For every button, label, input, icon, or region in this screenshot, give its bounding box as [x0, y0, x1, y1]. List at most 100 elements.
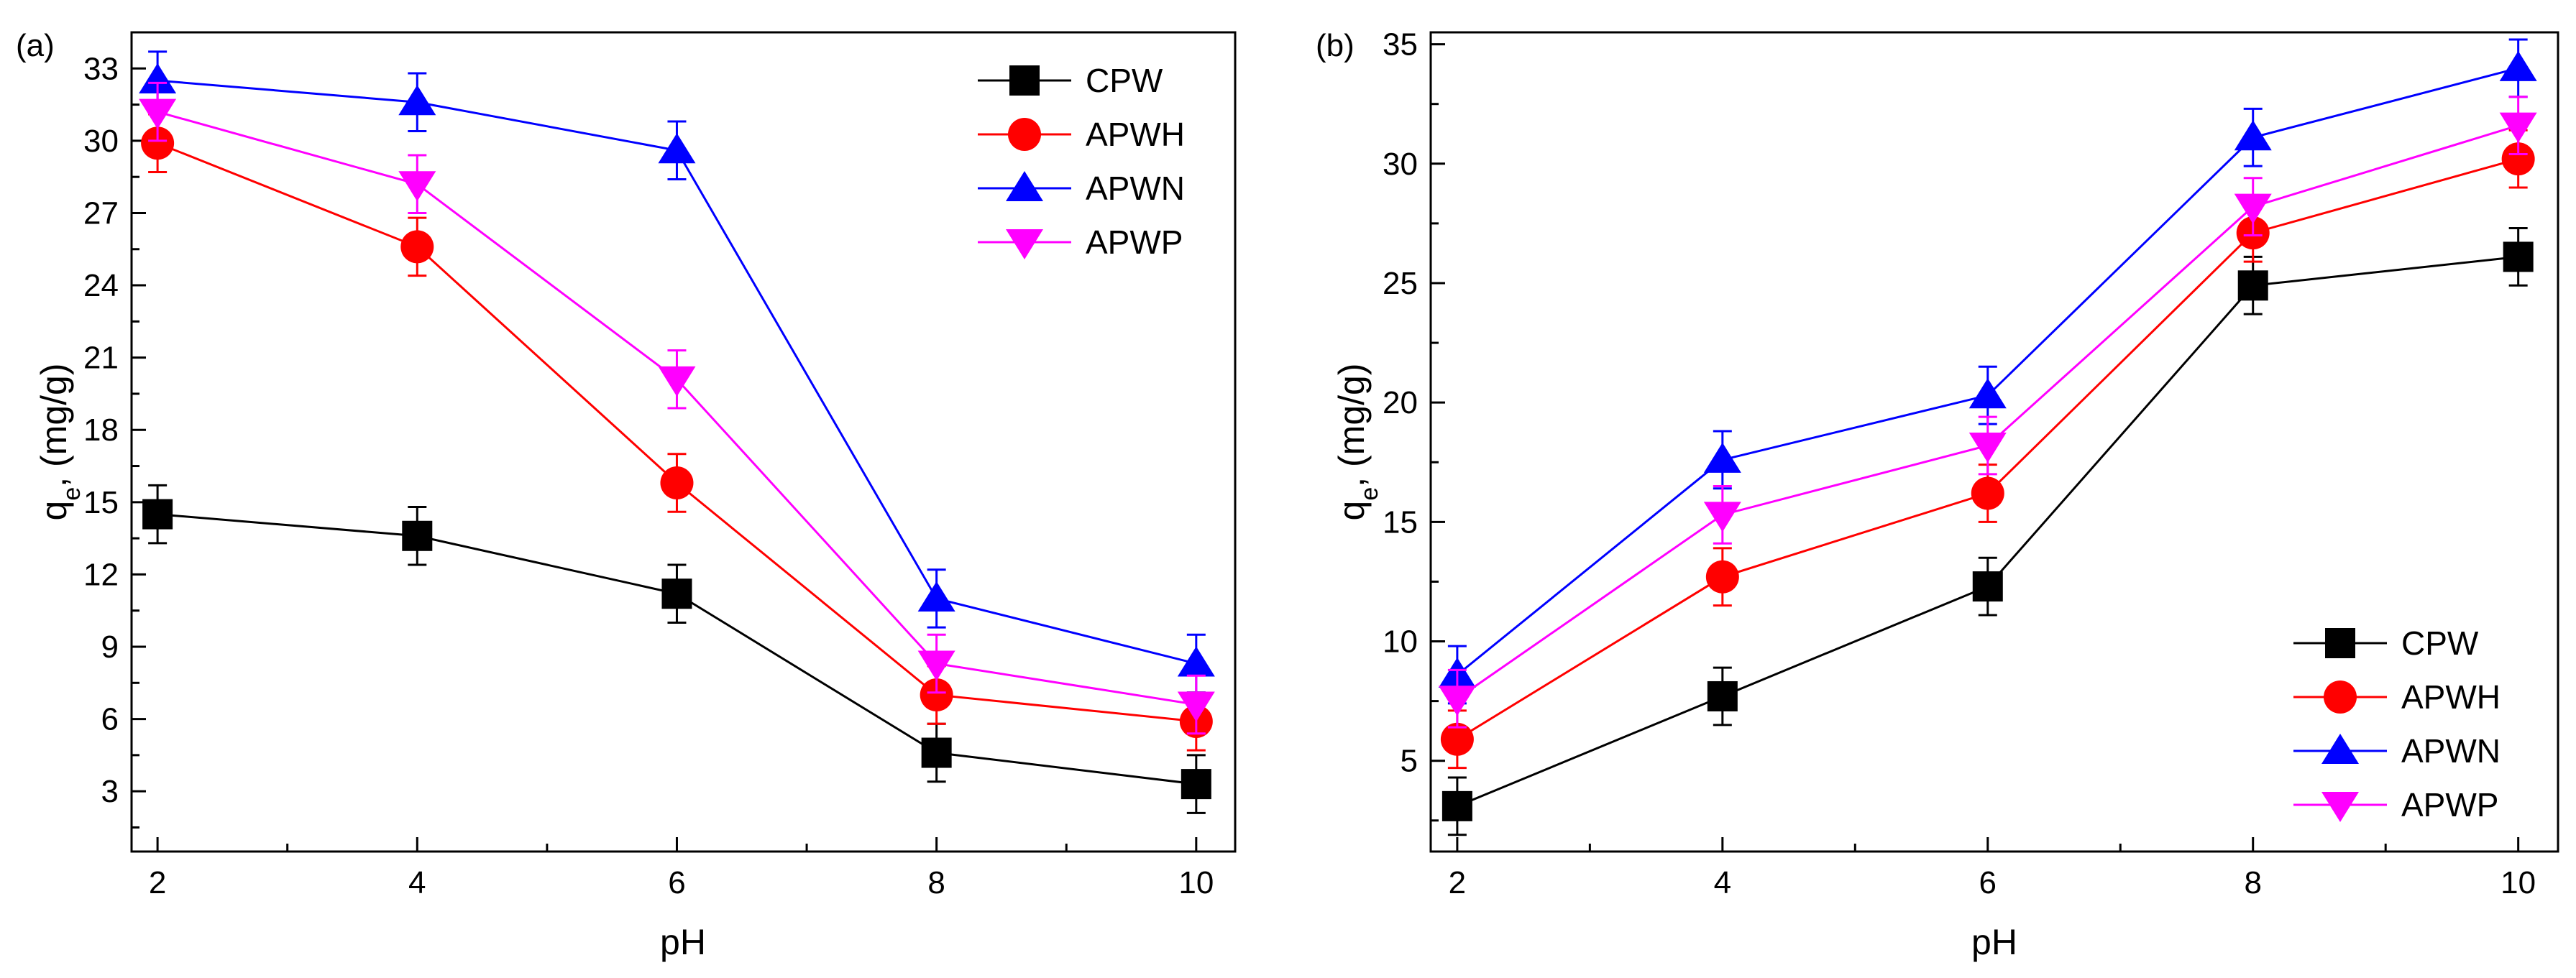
data-point-apwp [1438, 686, 1476, 716]
data-point-cpw [661, 578, 692, 609]
panel-a-label: (a) [16, 28, 55, 63]
panel-a-y-axis-title: qe, (mg/g) [34, 364, 86, 521]
panel-b-legend: CPW APWH APWN APWP [2293, 624, 2501, 824]
legend-label-apwp: APWP [2401, 786, 2498, 824]
y-tick-label: 33 [83, 51, 119, 86]
data-point-apwp [917, 650, 955, 681]
data-point-cpw [142, 499, 173, 530]
x-tick-label: 10 [2501, 865, 2536, 900]
legend-marker-apwh [2324, 681, 2357, 714]
panel-a-y-axis-title-sub: e [58, 487, 86, 501]
panel-b-axes: 2 4 6 8 10 5 10 15 20 25 30 35 [1383, 27, 2536, 900]
y-tick-label: 12 [83, 557, 119, 592]
data-point-apwn [658, 133, 696, 164]
data-point-apwp [398, 171, 436, 202]
series-cpw [142, 484, 1211, 814]
panel-b-plot-frame [1429, 31, 2559, 853]
data-point-apwp [1177, 691, 1215, 722]
data-point-apwh [920, 678, 953, 712]
y-tick-label: 30 [83, 124, 119, 159]
legend-label-apwh: APWH [1086, 116, 1185, 153]
panel-a-x-axis-title: pH [660, 922, 706, 962]
data-point-apwn [2499, 50, 2537, 81]
legend-marker-apwn [2321, 734, 2359, 764]
legend-marker-cpw [2325, 628, 2355, 658]
y-tick-label: 5 [1401, 744, 1418, 779]
data-point-cpw [402, 520, 433, 551]
x-tick-label: 10 [1178, 865, 1214, 900]
y-tick-label: 15 [1383, 504, 1418, 540]
series-apwp [139, 81, 1215, 735]
y-tick-label: 6 [101, 702, 119, 737]
legend-marker-apwp [2321, 792, 2359, 822]
data-point-apwp [2499, 112, 2537, 143]
panel-b-x-axis-title: pH [1971, 922, 2017, 962]
data-point-apwp [139, 98, 177, 129]
y-tick-label: 10 [1383, 624, 1418, 660]
data-point-apwh [400, 230, 434, 264]
panel-a-legend: CPW APWH APWN APWP [978, 62, 1185, 261]
data-point-apwn [1968, 378, 2007, 409]
data-point-cpw [1707, 681, 1738, 711]
y-tick-label: 25 [1383, 266, 1418, 301]
x-tick-label: 6 [668, 865, 685, 900]
series-line-cpw [157, 513, 1197, 785]
x-tick-label: 4 [408, 865, 426, 900]
legend-item-apwp: APWP [978, 223, 1183, 261]
panel-a-series [139, 50, 1215, 814]
data-point-apwh [660, 466, 694, 499]
data-point-cpw [921, 737, 952, 768]
data-point-apwh [141, 126, 175, 160]
panel-b-y-axis-title-main: q [1331, 501, 1372, 521]
y-tick-label: 15 [83, 485, 119, 520]
y-tick-label: 18 [83, 412, 119, 448]
data-point-apwp [1703, 502, 1741, 532]
x-tick-label: 4 [1714, 865, 1731, 900]
legend-label-apwp: APWP [1086, 223, 1183, 261]
data-point-cpw [2237, 270, 2268, 301]
panel-b-y-axis-title-sub: e [1356, 487, 1383, 501]
legend-item-apwp: APWP [2293, 786, 2498, 824]
legend-marker-apwh [1008, 118, 1041, 151]
legend-marker-apwn [1006, 171, 1043, 201]
data-point-apwh [1440, 722, 1474, 756]
legend-item-apwn: APWN [978, 170, 1185, 207]
panel-b-y-axis-title: qe, (mg/g) [1331, 364, 1383, 521]
data-point-cpw [2503, 241, 2534, 272]
data-point-cpw [1972, 571, 2003, 602]
legend-item-cpw: CPW [2293, 624, 2479, 662]
panel-b-label: (b) [1316, 28, 1355, 63]
panel-b-series [1438, 38, 2537, 836]
x-tick-label: 2 [1449, 865, 1466, 900]
y-tick-label: 24 [83, 268, 119, 303]
data-point-apwn [398, 85, 436, 116]
series-apwh [141, 113, 1213, 752]
legend-item-apwh: APWH [2293, 678, 2501, 716]
data-point-apwp [2234, 193, 2272, 224]
series-line-cpw [1457, 255, 2518, 808]
data-point-apwn [1177, 646, 1215, 677]
data-point-apwn [1703, 442, 1741, 473]
legend-item-apwn: APWN [2293, 732, 2501, 770]
x-tick-label: 8 [927, 865, 945, 900]
y-tick-label: 30 [1383, 147, 1418, 182]
data-point-apwn [139, 63, 177, 94]
data-point-apwh [2501, 142, 2535, 176]
y-tick-label: 27 [83, 195, 119, 231]
data-point-apwn [917, 581, 955, 612]
series-apwn [139, 50, 1215, 694]
series-cpw [1441, 227, 2534, 836]
y-tick-label: 9 [101, 629, 119, 665]
data-point-apwp [1968, 432, 2007, 463]
y-tick-label: 21 [83, 341, 119, 376]
x-tick-label: 6 [1979, 865, 1997, 900]
x-tick-label: 8 [2244, 865, 2261, 900]
panel-a-y-axis-title-unit: , (mg/g) [34, 364, 74, 487]
panel-a-y-axis-title-main: q [34, 501, 74, 521]
series-apwp [1438, 96, 2537, 729]
panel-a-plot-frame [130, 31, 1237, 853]
legend-label-cpw: CPW [2401, 624, 2479, 662]
